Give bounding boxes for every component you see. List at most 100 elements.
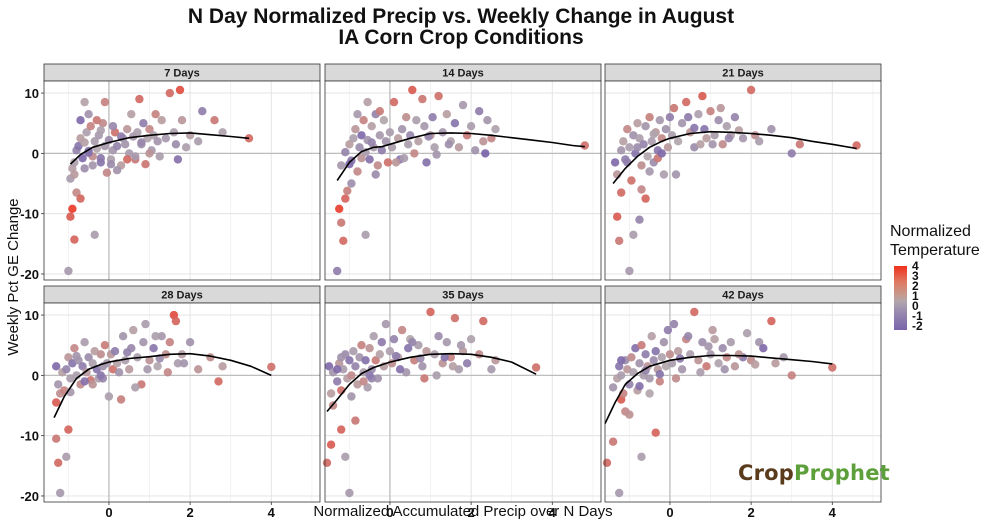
data-point (157, 116, 166, 125)
data-point (86, 122, 95, 131)
data-point (755, 137, 764, 146)
data-point (483, 116, 492, 125)
data-point (755, 338, 764, 347)
data-point (751, 360, 760, 369)
data-point (78, 362, 87, 371)
data-point (422, 347, 431, 356)
panel-border (43, 80, 321, 281)
data-point (141, 319, 150, 329)
data-point (337, 218, 346, 227)
data-point (430, 143, 439, 152)
data-point (96, 126, 106, 135)
trend-line (326, 352, 537, 413)
data-point (426, 307, 435, 317)
data-point (96, 371, 106, 380)
data-point (635, 134, 644, 143)
data-point (714, 116, 723, 125)
y-axis-label: Weekly Pct GE Change (5, 198, 22, 355)
panel-border (604, 80, 882, 281)
data-point (157, 332, 166, 341)
data-point (637, 452, 646, 461)
data-point (408, 338, 417, 347)
data-point (669, 319, 679, 329)
data-point (617, 371, 626, 380)
data-point (726, 338, 735, 347)
data-point (116, 395, 126, 404)
data-point (702, 134, 711, 143)
data-point (402, 113, 411, 122)
data-point (602, 458, 612, 467)
data-point (355, 143, 364, 152)
data-point (795, 140, 804, 149)
x-tick-label: 2 (748, 505, 755, 520)
data-point (341, 148, 350, 157)
data-point (724, 134, 733, 143)
data-point (635, 359, 644, 368)
data-point (434, 332, 443, 341)
data-point (667, 359, 677, 368)
data-point (671, 374, 681, 383)
data-point (625, 410, 634, 419)
data-point (404, 140, 413, 149)
data-point (357, 154, 366, 163)
data-point (96, 350, 106, 359)
data-point (412, 116, 421, 125)
data-point (121, 140, 130, 149)
data-point (385, 347, 395, 356)
data-point (88, 161, 97, 170)
data-point (481, 149, 490, 158)
data-point (78, 154, 87, 163)
data-point (324, 362, 334, 371)
data-point (194, 137, 203, 146)
x-axis-label: Normalized Accumulated Precip over N Day… (313, 503, 612, 520)
data-point (610, 158, 620, 167)
data-point (82, 128, 91, 137)
data-point (131, 383, 140, 392)
trend-line (53, 352, 272, 418)
data-point (471, 146, 480, 155)
panel-background (44, 303, 320, 502)
data-point (690, 123, 699, 133)
data-point (442, 338, 451, 347)
data-point (479, 316, 488, 326)
data-point (432, 150, 441, 159)
data-point (326, 440, 336, 449)
data-point (698, 338, 707, 347)
data-point (456, 341, 466, 350)
data-point (361, 230, 370, 239)
panel-background (325, 303, 601, 502)
data-point (129, 325, 138, 335)
chart-title-line1: N Day Normalized Precip vs. Weekly Chang… (188, 5, 734, 28)
data-point (665, 113, 675, 122)
data-point (139, 119, 148, 128)
data-point (112, 166, 122, 175)
data-point (80, 338, 89, 347)
legend-tick: 4 (912, 259, 919, 273)
data-point (80, 138, 89, 147)
data-point (351, 362, 360, 371)
data-point (645, 389, 654, 398)
data-point (181, 143, 191, 152)
data-point (649, 129, 658, 139)
data-point (608, 383, 618, 392)
data-point (671, 170, 681, 179)
data-point (627, 176, 636, 185)
data-point (454, 143, 464, 152)
data-point (104, 392, 114, 401)
data-point (651, 428, 660, 437)
data-point (617, 146, 626, 155)
facet-panel: 21 Days (604, 63, 882, 281)
data-point (389, 335, 399, 344)
data-point (335, 204, 344, 213)
data-point (74, 141, 83, 151)
data-point (633, 143, 642, 152)
data-point (450, 313, 460, 323)
x-tick-label: 0 (386, 505, 393, 520)
data-point (746, 85, 756, 95)
data-point (625, 266, 634, 276)
data-point (647, 332, 656, 341)
legend-tick: 0 (912, 299, 919, 313)
data-point (706, 107, 715, 116)
data-point (76, 194, 85, 203)
data-point (70, 344, 79, 353)
